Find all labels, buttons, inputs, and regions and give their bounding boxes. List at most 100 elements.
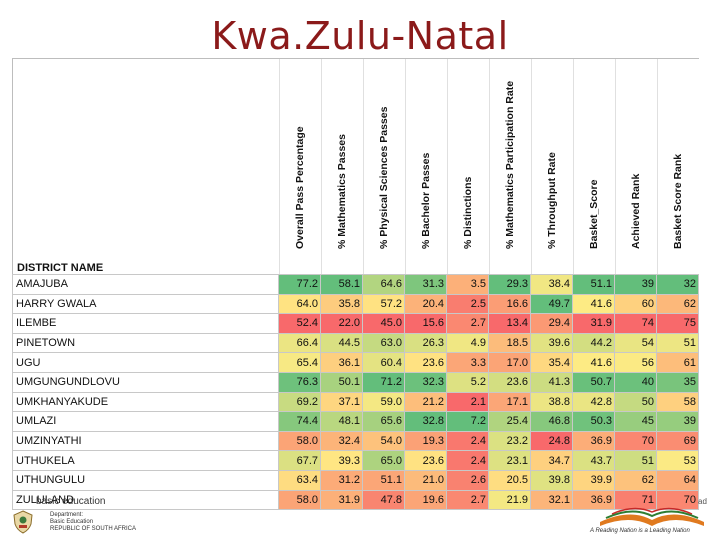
table-cell: 23.2 xyxy=(488,430,531,452)
column-header-label: % Distinctions xyxy=(462,176,474,249)
table-row: HARRY GWALA 64.0 35.8 57.2 20.4 2.5 16.6 49.7 41… xyxy=(12,293,699,315)
table-cell: 51.1 xyxy=(572,274,615,295)
table-cell: 74 xyxy=(614,313,657,334)
table-cell: 50.3 xyxy=(572,411,615,432)
table-cell: 64 xyxy=(656,469,699,491)
slogan: A Reading Nation is a Leading Nation xyxy=(590,528,690,534)
header-divider xyxy=(573,59,574,275)
table-cell: 26.3 xyxy=(404,332,447,354)
table-cell: 37.1 xyxy=(320,391,363,413)
table-cell: 2.4 xyxy=(446,430,489,452)
table-cell: 39 xyxy=(614,274,657,295)
table-cell: 35 xyxy=(656,371,699,393)
table-cell: 31.9 xyxy=(320,489,363,511)
district-name: UMLAZI xyxy=(12,411,279,432)
table-cell: 54 xyxy=(614,332,657,354)
gov-line: Department: xyxy=(50,512,84,518)
table-cell: 61 xyxy=(656,352,699,373)
department-lines: Department: Basic Education REPUBLIC OF … xyxy=(50,512,136,533)
table-cell: 21.0 xyxy=(404,469,447,491)
table-cell: 39.8 xyxy=(530,469,573,491)
table-cell: 41.6 xyxy=(572,352,615,373)
district-results-table: AMAJUBA 77.2 58.1 64.6 31.3 3.5 29.3 38.4 51.1 39… xyxy=(12,274,699,511)
table-cell: 39.6 xyxy=(530,332,573,354)
table-cell: 36.9 xyxy=(572,489,615,511)
district-name: HARRY GWALA xyxy=(12,293,279,315)
table-cell: 3.3 xyxy=(446,352,489,373)
table-cell: 45 xyxy=(614,411,657,432)
table-cell: 22.0 xyxy=(320,313,363,334)
page-fragment: ad xyxy=(698,497,707,506)
table-cell: 76.3 xyxy=(278,371,321,393)
table-cell: 23.6 xyxy=(404,450,447,471)
table-cell: 43.7 xyxy=(572,450,615,471)
table-cell: 32.4 xyxy=(320,430,363,452)
table-cell: 40 xyxy=(614,371,657,393)
table-cell: 19.3 xyxy=(404,430,447,452)
table-cell: 20.5 xyxy=(488,469,531,491)
table-cell: 66.4 xyxy=(278,332,321,354)
header-divider xyxy=(489,59,490,275)
table-cell: 16.6 xyxy=(488,293,531,315)
table-cell: 62 xyxy=(656,293,699,315)
table-cell: 60.4 xyxy=(362,352,405,373)
footer-brand-text: basic education xyxy=(36,496,106,507)
table-cell: 35.8 xyxy=(320,293,363,315)
table-row: UMZINYATHI 58.0 32.4 54.0 19.3 2.4 23.2 24.8 36.… xyxy=(12,430,699,452)
table-cell: 65.4 xyxy=(278,352,321,373)
column-header-label: % Throughput Rate xyxy=(546,152,558,249)
column-header: % Throughput Rate xyxy=(541,59,563,261)
table-cell: 50.7 xyxy=(572,371,615,393)
table-cell: 63.0 xyxy=(362,332,405,354)
table-cell: 42.8 xyxy=(572,391,615,413)
table-cell: 36.1 xyxy=(320,352,363,373)
district-name: UMGUNGUNDLOVU xyxy=(12,371,279,393)
column-header: Achieved Rank xyxy=(625,59,647,261)
table-row: ZULULAND 58.0 31.9 47.8 19.6 2.7 21.9 32.1 36.9 7… xyxy=(12,489,699,511)
table-cell: 74.4 xyxy=(278,411,321,432)
table-cell: 3.5 xyxy=(446,274,489,295)
table-cell: 38.4 xyxy=(530,274,573,295)
table-cell: 52.4 xyxy=(278,313,321,334)
table-cell: 56 xyxy=(614,352,657,373)
table-cell: 69.2 xyxy=(278,391,321,413)
gov-line: REPUBLIC OF SOUTH AFRICA xyxy=(50,526,137,532)
header-divider xyxy=(363,59,364,275)
header-divider xyxy=(321,59,322,275)
slide-title: Kwa.Zulu-Natal xyxy=(211,14,509,58)
table-cell: 29.3 xyxy=(488,274,531,295)
table-cell: 29.4 xyxy=(530,313,573,334)
table-row: ILEMBE 52.4 22.0 45.0 15.6 2.7 13.4 29.4 31.9 74 7… xyxy=(12,313,699,334)
table-cell: 51 xyxy=(656,332,699,354)
header-divider xyxy=(657,59,658,275)
table-cell: 4.9 xyxy=(446,332,489,354)
table-cell: 65.6 xyxy=(362,411,405,432)
table-cell: 32.3 xyxy=(404,371,447,393)
district-name: AMAJUBA xyxy=(12,274,279,295)
header-divider xyxy=(279,59,280,275)
table-cell: 48.1 xyxy=(320,411,363,432)
table-cell: 47.8 xyxy=(362,489,405,511)
table-cell: 49.7 xyxy=(530,293,573,315)
table-cell: 2.5 xyxy=(446,293,489,315)
column-header-label: % Bachelor Passes xyxy=(420,152,432,249)
table-cell: 2.7 xyxy=(446,313,489,334)
table-cell: 57.2 xyxy=(362,293,405,315)
table-row: UMGUNGUNDLOVU 76.3 50.1 71.2 32.3 5.2 23.6 41.3… xyxy=(12,371,699,393)
table-row: UMKHANYAKUDE 69.2 37.1 59.0 21.2 2.1 17.1 38.8 4… xyxy=(12,391,699,413)
column-header: % Mathematics Passes xyxy=(331,59,353,261)
column-header-area: DISTRICT NAME Overall Pass Percentage % M… xyxy=(12,58,699,275)
table-cell: 58 xyxy=(656,391,699,413)
table-cell: 5.2 xyxy=(446,371,489,393)
table-cell: 23.6 xyxy=(404,352,447,373)
table-cell: 67.7 xyxy=(278,450,321,471)
table-cell: 32 xyxy=(656,274,699,295)
table-cell: 39.9 xyxy=(572,469,615,491)
district-name: UTHUKELA xyxy=(12,450,279,471)
table-cell: 50.1 xyxy=(320,371,363,393)
table-cell: 15.6 xyxy=(404,313,447,334)
table-cell: 31.9 xyxy=(572,313,615,334)
table-cell: 7.2 xyxy=(446,411,489,432)
table-row: UTHUKELA 67.7 39.3 65.0 23.6 2.4 23.1 34.7 43.7 5… xyxy=(12,450,699,471)
table-cell: 51.1 xyxy=(362,469,405,491)
